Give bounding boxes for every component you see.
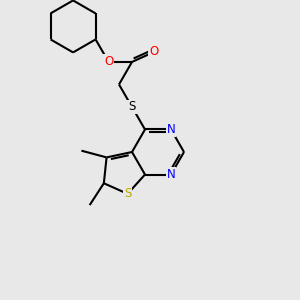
Text: S: S bbox=[128, 100, 136, 113]
Text: N: N bbox=[167, 123, 176, 136]
Text: O: O bbox=[149, 45, 159, 58]
Text: S: S bbox=[124, 187, 131, 200]
Text: N: N bbox=[167, 168, 176, 181]
Text: O: O bbox=[104, 56, 113, 68]
